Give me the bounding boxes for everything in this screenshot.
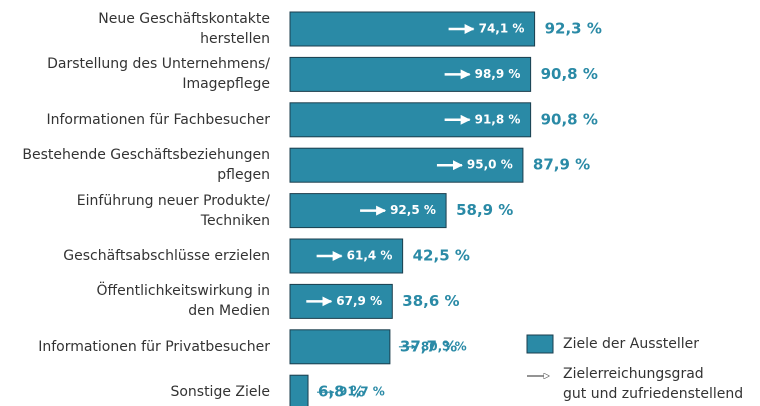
value-label: 90,8 % bbox=[541, 65, 598, 83]
achievement-label: 92,5 % bbox=[390, 203, 436, 217]
value-label: 92,3 % bbox=[545, 20, 602, 38]
achievement-label: 74,1 % bbox=[479, 22, 525, 36]
achievement-label: 95,0 % bbox=[467, 158, 513, 172]
category-label: Darstellung des Unternehmens/ Imagepfleg… bbox=[47, 56, 270, 93]
bar bbox=[289, 329, 391, 365]
category-label: Bestehende Geschäftsbeziehungen pflegen bbox=[22, 147, 270, 184]
legend-label: Zielerreichungsgrad gut und zufriedenste… bbox=[563, 366, 744, 402]
bar bbox=[289, 238, 404, 274]
value-label: 87,9 % bbox=[533, 156, 590, 174]
value-label: 37,7 % bbox=[400, 337, 457, 355]
bar bbox=[289, 147, 524, 183]
legend-swatch bbox=[526, 334, 554, 354]
value-label: 6,8 % bbox=[318, 383, 365, 401]
achievement-label: 80,3 % bbox=[421, 339, 467, 353]
bar bbox=[289, 374, 309, 406]
value-label: 38,6 % bbox=[402, 292, 459, 310]
category-label: Sonstige Ziele bbox=[170, 384, 270, 401]
bar bbox=[289, 56, 532, 92]
value-label: 42,5 % bbox=[413, 247, 470, 265]
achievement-label: 91,8 % bbox=[475, 112, 521, 126]
achievement-label: 91,7 % bbox=[339, 385, 385, 399]
bar bbox=[289, 102, 532, 138]
bar bbox=[289, 11, 536, 47]
achievement-label: 61,4 % bbox=[347, 249, 393, 263]
category-label: Geschäftsabschlüsse erzielen bbox=[63, 248, 270, 264]
value-label: 58,9 % bbox=[456, 201, 513, 219]
achievement-label: 98,9 % bbox=[475, 67, 521, 81]
value-label: 90,8 % bbox=[541, 110, 598, 128]
category-label: Informationen für Privatbesucher bbox=[38, 338, 270, 355]
achievement-label: 67,9 % bbox=[336, 294, 382, 308]
legend-label: Ziele der Aussteller bbox=[563, 336, 700, 352]
category-label: Öffentlichkeitswirkung in den Medien bbox=[96, 283, 270, 320]
category-label: Informationen für Fachbesucher bbox=[46, 111, 270, 128]
category-label: Neue Geschäftskontakte herstellen bbox=[98, 11, 270, 47]
category-label: Einführung neuer Produkte/ Techniken bbox=[76, 192, 270, 229]
